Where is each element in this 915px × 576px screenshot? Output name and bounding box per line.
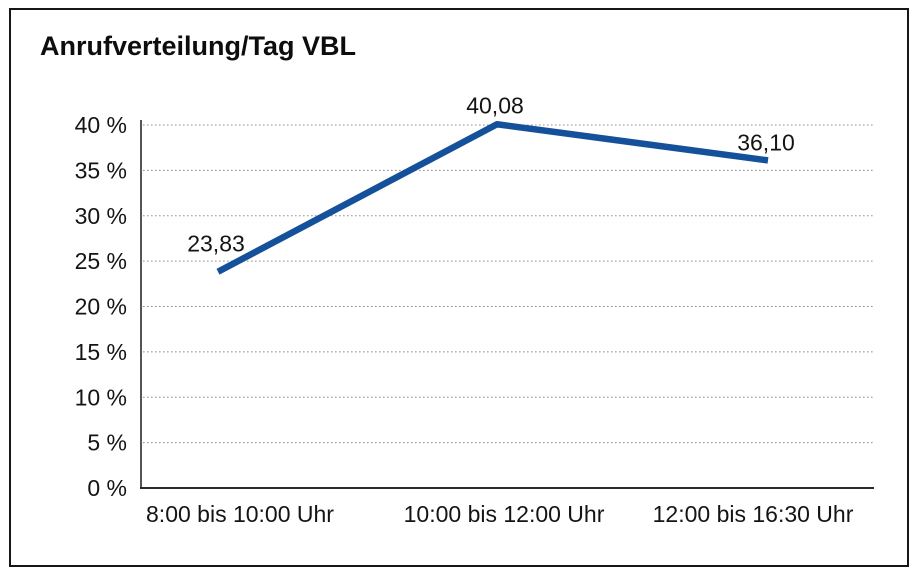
y-tick-label: 5 % <box>87 430 127 456</box>
y-tick-label: 0 % <box>87 475 127 501</box>
data-line-series <box>216 121 769 275</box>
x-tick-label: 8:00 bis 10:00 Uhr <box>146 501 334 527</box>
data-point-label: 23,83 <box>187 231 245 257</box>
x-tick-label: 12:00 bis 16:30 Uhr <box>653 501 854 527</box>
y-tick-label: 30 % <box>75 203 127 229</box>
y-tick-label: 15 % <box>75 339 127 365</box>
y-tick-label: 10 % <box>75 384 127 410</box>
chart-frame-border <box>9 8 909 567</box>
y-tick-label: 35 % <box>75 157 127 183</box>
y-tick-label: 20 % <box>75 294 127 320</box>
data-point-label: 40,08 <box>466 92 524 118</box>
data-point-label: 36,10 <box>737 129 795 155</box>
x-tick-label: 10:00 bis 12:00 Uhr <box>404 501 605 527</box>
chart-title: Anrufverteilung/Tag VBL <box>40 31 357 61</box>
y-tick-label: 40 % <box>75 112 127 138</box>
y-tick-label: 25 % <box>75 248 127 274</box>
